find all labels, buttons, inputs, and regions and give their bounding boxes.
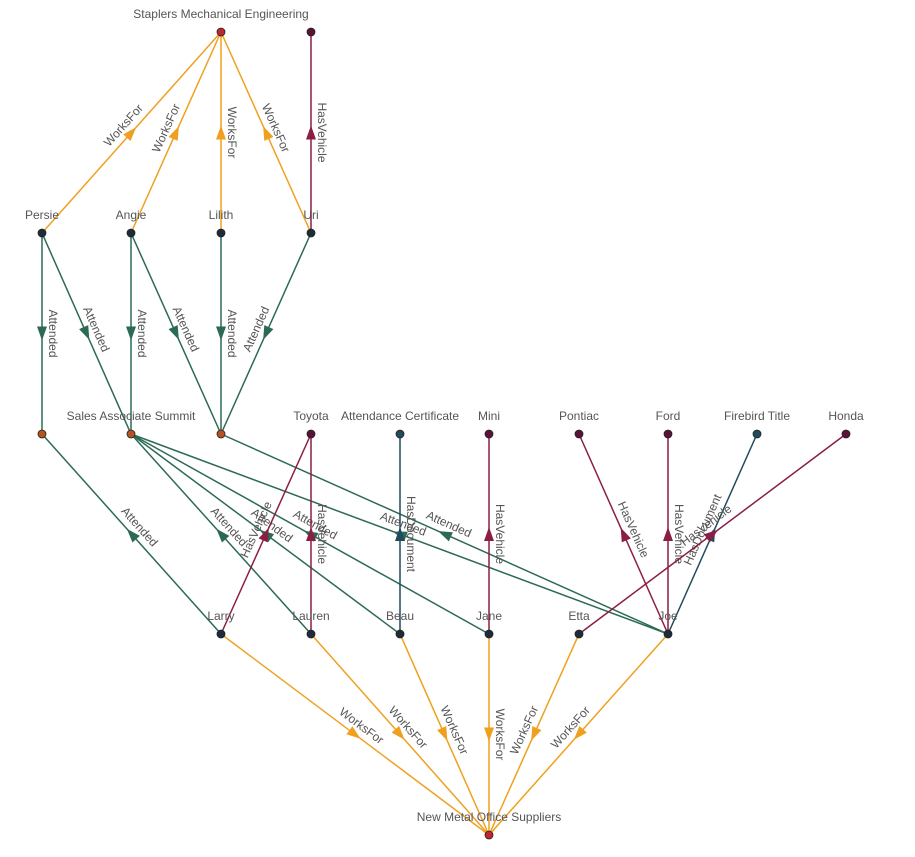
edges: WorksFor WorksFor WorksFor WorksFor HasVehic… [37,31,847,836]
node [663,629,673,639]
node-label: Uri [303,208,318,222]
edge-arrow [484,527,494,541]
node [752,429,762,439]
edge-arrow [216,125,226,140]
node-label: Ford [656,409,681,423]
node [306,228,316,238]
node-label: Attendance Certificate [341,409,459,423]
node-label: New Metal Office Suppliers [417,810,562,824]
node-label: Staplers Mechanical Engineering [133,7,308,21]
edge-arrow [306,527,316,541]
edge-label: HasVehicle [615,499,652,560]
node [37,429,47,439]
node [126,228,136,238]
edge-arrow [620,527,631,543]
edge-arrow [663,527,673,541]
edge-label: Attended [135,309,149,357]
node [841,429,851,439]
edge-arrow [216,326,226,341]
node [574,629,584,639]
node [216,629,226,639]
edge-arrow [126,326,136,341]
edge-label: HasVehicle [672,504,686,564]
edge-arrow [123,127,137,142]
edge-arrow [216,528,230,543]
node-label: Jane [476,609,502,623]
edge-arrow [391,725,405,740]
edge-arrow [258,527,269,543]
node-label: Etta [568,609,590,623]
node [306,629,316,639]
edge-label: WorksFor [493,709,507,761]
nodes: Staplers Mechanical Engineering Persie Ang… [25,7,864,840]
node [216,27,226,37]
node-label: Beau [386,609,414,623]
node [216,429,226,439]
node [484,629,494,639]
edge-label: HasDocument [404,496,418,573]
edge-label: Attended [225,309,239,357]
edge-arrow [395,527,405,541]
node-label: Honda [828,409,864,423]
node [663,429,673,439]
edge-arrow [531,726,542,741]
edge-arrow [37,326,47,341]
node [37,228,47,238]
edge-arrow [79,325,90,340]
node [126,429,136,439]
node-label: Angie [116,208,147,222]
node-label: Firebird Title [724,409,790,423]
edge-arrow [438,531,453,542]
edge-arrow [126,528,140,543]
node-label: Lilith [209,208,234,222]
node-label: Larry [207,609,234,623]
node-label: Mini [478,409,500,423]
node-label: Sales Associate Summit [67,409,196,423]
edge-arrow [437,726,448,741]
edge-arrow [263,325,274,340]
edge-label: HasVehicle [315,102,329,162]
edge-arrow [306,125,316,140]
edge-label: Attended [46,309,60,357]
edge-arrow [484,727,494,742]
node [395,629,405,639]
node-label: Pontiac [559,409,599,423]
edge-arrow [263,126,274,141]
node-label: Joe [658,609,678,623]
node-label: Toyota [293,409,329,423]
edge-arrow [703,529,719,543]
node [484,429,494,439]
edge-label: HasVehicle [493,504,507,564]
node-label: Persie [25,208,59,222]
edge-arrow [346,726,361,739]
edge-label: WorksFor [225,107,239,159]
node [574,429,584,439]
node [484,830,494,840]
edge-arrow [573,725,587,740]
edge-arrow [168,325,179,340]
node [306,27,316,37]
node [306,429,316,439]
node [216,228,226,238]
node [395,429,405,439]
node-label: Lauren [292,609,329,623]
edge-arrow [168,126,179,141]
edge-label: HasVehicle [315,504,329,564]
